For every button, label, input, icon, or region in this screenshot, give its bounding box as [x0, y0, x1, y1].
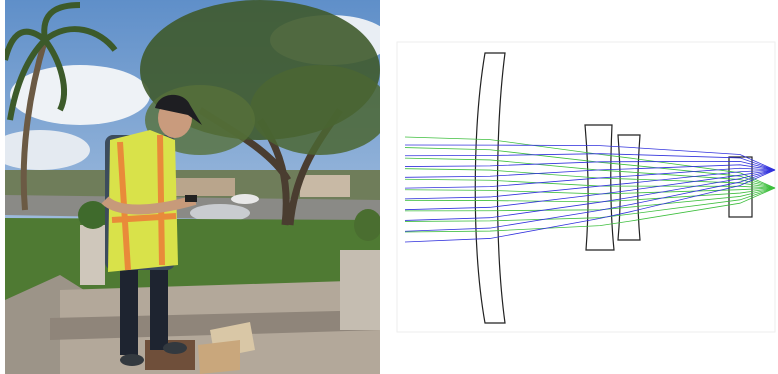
leg — [120, 265, 138, 355]
palm-fronds — [5, 2, 118, 121]
blue-ray — [404, 169, 776, 243]
car — [190, 204, 250, 222]
blue-ray — [404, 153, 776, 171]
house — [175, 178, 235, 196]
plant — [78, 201, 108, 229]
green-ray — [404, 178, 776, 189]
blue-ray — [404, 164, 776, 178]
green-ray — [404, 168, 776, 189]
package — [198, 340, 240, 374]
cap — [155, 94, 202, 125]
planter — [80, 225, 105, 285]
green-ray — [404, 187, 776, 222]
lens — [617, 134, 641, 241]
shoe — [120, 354, 144, 366]
green-ray — [404, 136, 776, 189]
porch-pillar — [340, 250, 380, 330]
green-ray — [404, 187, 776, 212]
green-ray — [404, 187, 776, 233]
arm — [101, 195, 197, 215]
blue-ray — [404, 160, 776, 171]
rays — [404, 136, 776, 243]
green-ray — [404, 157, 776, 189]
green-ray — [404, 187, 776, 195]
phone — [185, 195, 197, 202]
lens — [584, 124, 615, 251]
plant — [354, 209, 380, 241]
blue-ray — [404, 169, 776, 221]
ray-diagram — [396, 41, 776, 333]
blue-ray — [404, 169, 776, 211]
blue-ray — [404, 167, 776, 189]
blue-ray — [404, 144, 776, 171]
car — [231, 194, 259, 204]
leg — [150, 265, 168, 350]
lens — [474, 52, 506, 324]
cloud — [10, 65, 150, 125]
blue-ray — [404, 169, 776, 200]
blue-ray — [404, 169, 776, 232]
green-ray — [404, 187, 776, 203]
delivery-person — [101, 94, 202, 366]
house — [300, 175, 350, 197]
tree-canopy — [250, 65, 380, 155]
shoe — [163, 342, 187, 354]
green-ray — [404, 147, 776, 189]
doorbell-photo — [5, 0, 380, 374]
palm-trunk — [20, 39, 48, 211]
